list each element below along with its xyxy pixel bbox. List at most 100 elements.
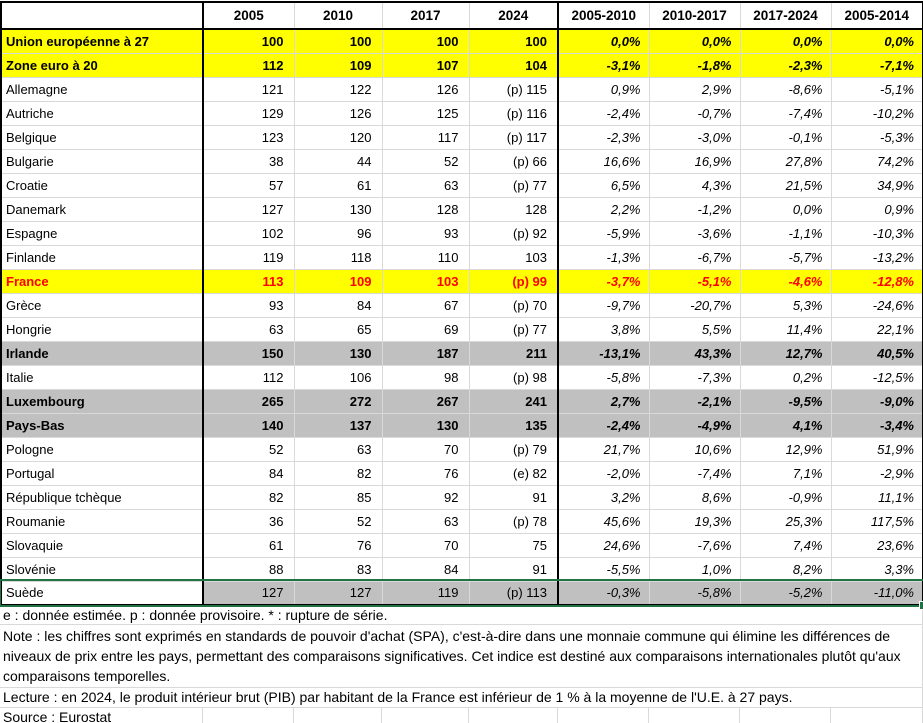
value-cell[interactable]: 120: [293, 125, 382, 150]
value-cell[interactable]: 119: [381, 581, 469, 606]
pct-cell[interactable]: -4,6%: [739, 269, 831, 294]
country-cell[interactable]: Autriche: [1, 101, 204, 126]
pct-cell[interactable]: 8,2%: [739, 557, 831, 582]
country-cell[interactable]: Bulgarie: [1, 149, 204, 174]
value-cell[interactable]: 126: [381, 77, 469, 102]
pct-cell[interactable]: -1,1%: [739, 221, 831, 246]
pct-cell[interactable]: 27,8%: [739, 149, 831, 174]
pct-cell[interactable]: 43,3%: [648, 341, 740, 366]
pct-cell[interactable]: 3,3%: [830, 557, 923, 582]
col-header-2005-2010[interactable]: 2005-2010: [558, 2, 649, 30]
pct-cell[interactable]: -3,7%: [558, 269, 649, 294]
value-cell[interactable]: 82: [203, 485, 294, 510]
value-cell[interactable]: 125: [381, 101, 469, 126]
value-cell[interactable]: 92: [381, 485, 469, 510]
value-cell[interactable]: 113: [203, 269, 294, 294]
value-cell[interactable]: 119: [203, 245, 294, 270]
value-cell[interactable]: 84: [203, 461, 294, 486]
pct-cell[interactable]: -2,9%: [830, 461, 923, 486]
pct-cell[interactable]: 24,6%: [558, 533, 649, 558]
country-cell[interactable]: Italie: [1, 365, 204, 390]
pct-cell[interactable]: -1,2%: [648, 197, 740, 222]
pct-cell[interactable]: -2,4%: [558, 101, 649, 126]
value-cell[interactable]: 100: [203, 29, 294, 54]
country-cell[interactable]: Slovénie: [1, 557, 204, 582]
value-cell[interactable]: 93: [381, 221, 469, 246]
value-cell[interactable]: 65: [293, 317, 382, 342]
value-cell[interactable]: (e) 82: [468, 461, 559, 486]
value-cell[interactable]: 241: [468, 389, 559, 414]
value-cell[interactable]: 67: [381, 293, 469, 318]
pct-cell[interactable]: 5,3%: [739, 293, 831, 318]
footnote-lecture[interactable]: Lecture : en 2024, le produit intérieur …: [0, 688, 923, 708]
value-cell[interactable]: 61: [293, 173, 382, 198]
value-cell[interactable]: 135: [468, 413, 559, 438]
country-cell[interactable]: Union européenne à 27: [1, 29, 204, 54]
pct-cell[interactable]: 1,0%: [648, 557, 740, 582]
pct-cell[interactable]: -5,8%: [648, 581, 740, 606]
value-cell[interactable]: (p) 66: [468, 149, 559, 174]
pct-cell[interactable]: 0,0%: [739, 29, 831, 54]
pct-cell[interactable]: 74,2%: [830, 149, 923, 174]
value-cell[interactable]: 61: [203, 533, 294, 558]
pct-cell[interactable]: 6,5%: [558, 173, 649, 198]
value-cell[interactable]: 38: [203, 149, 294, 174]
pct-cell[interactable]: -5,1%: [648, 269, 740, 294]
footnote-note[interactable]: Note : les chiffres sont exprimés en sta…: [0, 625, 923, 688]
pct-cell[interactable]: -2,3%: [558, 125, 649, 150]
value-cell[interactable]: 127: [203, 581, 294, 606]
pct-cell[interactable]: 5,5%: [648, 317, 740, 342]
value-cell[interactable]: 112: [203, 53, 294, 78]
pct-cell[interactable]: 0,0%: [739, 197, 831, 222]
pct-cell[interactable]: 11,4%: [739, 317, 831, 342]
pct-cell[interactable]: -7,4%: [648, 461, 740, 486]
value-cell[interactable]: (p) 113: [468, 581, 559, 606]
pct-cell[interactable]: 40,5%: [830, 341, 923, 366]
pct-cell[interactable]: 21,7%: [558, 437, 649, 462]
pct-cell[interactable]: -7,4%: [739, 101, 831, 126]
value-cell[interactable]: (p) 116: [468, 101, 559, 126]
pct-cell[interactable]: -12,8%: [830, 269, 923, 294]
value-cell[interactable]: 82: [293, 461, 382, 486]
pct-cell[interactable]: -6,7%: [648, 245, 740, 270]
value-cell[interactable]: 100: [381, 29, 469, 54]
corner-cell[interactable]: [1, 2, 204, 30]
value-cell[interactable]: 127: [293, 581, 382, 606]
pct-cell[interactable]: -11,0%: [830, 581, 923, 606]
pct-cell[interactable]: -4,9%: [648, 413, 740, 438]
pct-cell[interactable]: -2,3%: [739, 53, 831, 78]
value-cell[interactable]: (p) 77: [468, 173, 559, 198]
value-cell[interactable]: 104: [468, 53, 559, 78]
value-cell[interactable]: 130: [293, 341, 382, 366]
pct-cell[interactable]: -20,7%: [648, 293, 740, 318]
pct-cell[interactable]: -3,6%: [648, 221, 740, 246]
source-cell[interactable]: Source : Eurostat: [0, 708, 203, 723]
value-cell[interactable]: 63: [381, 173, 469, 198]
value-cell[interactable]: 267: [381, 389, 469, 414]
col-header-2017-2024[interactable]: 2017-2024: [739, 2, 831, 30]
pct-cell[interactable]: -10,3%: [830, 221, 923, 246]
value-cell[interactable]: 84: [381, 557, 469, 582]
empty-cell[interactable]: [469, 708, 558, 723]
value-cell[interactable]: 75: [468, 533, 559, 558]
value-cell[interactable]: 126: [293, 101, 382, 126]
pct-cell[interactable]: 0,9%: [558, 77, 649, 102]
pct-cell[interactable]: -5,1%: [830, 77, 923, 102]
empty-cell[interactable]: [831, 708, 923, 723]
pct-cell[interactable]: -1,3%: [558, 245, 649, 270]
pct-cell[interactable]: 4,3%: [648, 173, 740, 198]
pct-cell[interactable]: 2,9%: [648, 77, 740, 102]
value-cell[interactable]: 70: [381, 533, 469, 558]
pct-cell[interactable]: 10,6%: [648, 437, 740, 462]
value-cell[interactable]: 265: [203, 389, 294, 414]
pct-cell[interactable]: -5,5%: [558, 557, 649, 582]
value-cell[interactable]: (p) 78: [468, 509, 559, 534]
pct-cell[interactable]: 7,4%: [739, 533, 831, 558]
pct-cell[interactable]: 2,7%: [558, 389, 649, 414]
pct-cell[interactable]: -2,0%: [558, 461, 649, 486]
pct-cell[interactable]: -9,0%: [830, 389, 923, 414]
pct-cell[interactable]: -3,1%: [558, 53, 649, 78]
pct-cell[interactable]: 22,1%: [830, 317, 923, 342]
country-cell[interactable]: Finlande: [1, 245, 204, 270]
pct-cell[interactable]: -5,9%: [558, 221, 649, 246]
